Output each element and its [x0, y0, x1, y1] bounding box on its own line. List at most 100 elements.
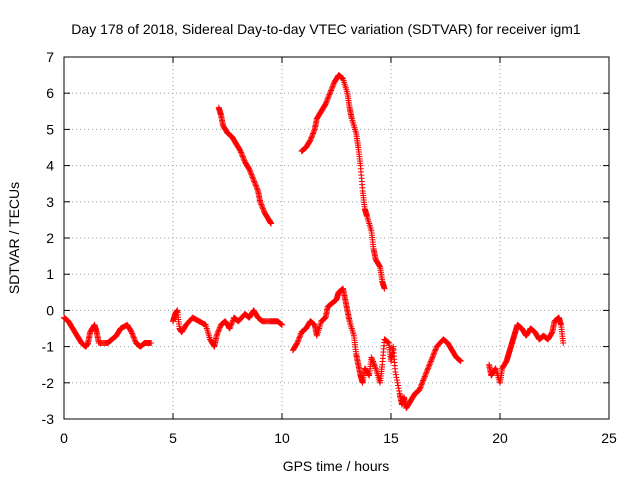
data-point — [148, 339, 155, 346]
data-point — [215, 327, 222, 334]
data-point — [418, 381, 425, 388]
data-point — [259, 205, 266, 212]
data-point — [427, 358, 434, 365]
data-point — [297, 331, 304, 338]
data-point — [381, 285, 388, 292]
data-point — [329, 83, 336, 90]
data-point — [330, 82, 337, 89]
data-point — [250, 177, 257, 184]
data-point — [246, 166, 253, 173]
y-axis-label: SDTVAR / TECUs — [6, 182, 22, 294]
data-point — [311, 127, 318, 134]
data-point — [427, 359, 434, 366]
data-point — [254, 186, 261, 193]
data-point — [307, 137, 314, 144]
data-point — [130, 333, 137, 340]
data-point — [323, 99, 330, 106]
data-point — [393, 377, 400, 384]
data-point — [260, 206, 267, 213]
data-point — [252, 182, 259, 189]
y-tick-label: 5 — [46, 121, 54, 137]
data-point — [416, 387, 423, 394]
data-point — [213, 332, 220, 339]
data-point — [429, 354, 436, 361]
data-point — [216, 324, 223, 331]
data-point — [423, 368, 430, 375]
data-point — [393, 374, 400, 381]
y-tick-label: 6 — [46, 85, 54, 101]
data-point — [239, 152, 246, 159]
y-tick-label: 1 — [46, 266, 54, 282]
data-point — [419, 378, 426, 385]
data-point — [229, 318, 236, 325]
data-point — [227, 324, 234, 331]
data-point — [129, 331, 136, 338]
x-tick-label: 20 — [492, 430, 508, 446]
data-point — [250, 175, 257, 182]
data-point — [420, 377, 427, 384]
data-point — [310, 129, 317, 136]
x-tick-label: 15 — [383, 430, 399, 446]
data-point — [307, 135, 314, 142]
data-point — [131, 335, 138, 342]
data-point — [432, 346, 439, 353]
data-point — [248, 171, 255, 178]
series-seg4 — [298, 72, 388, 292]
x-tick-label: 5 — [169, 430, 177, 446]
y-tick-label: -1 — [42, 339, 55, 355]
data-point — [431, 349, 438, 356]
data-point — [252, 181, 259, 188]
data-point — [419, 380, 426, 387]
data-point — [421, 374, 428, 381]
data-point — [215, 328, 222, 335]
x-tick-label: 25 — [601, 430, 617, 446]
data-point — [296, 333, 303, 340]
data-point — [424, 366, 431, 373]
data-point — [376, 263, 383, 270]
data-point — [226, 325, 233, 332]
data-point — [423, 369, 430, 376]
data-point — [395, 382, 402, 389]
data-point — [428, 357, 435, 364]
data-point — [392, 371, 399, 378]
grid — [64, 57, 609, 419]
data-point — [227, 322, 234, 329]
data-point — [322, 101, 329, 108]
series-seg2 — [170, 307, 285, 350]
data-point — [370, 359, 377, 366]
data-point — [268, 220, 275, 227]
data-point — [394, 379, 401, 386]
data-point — [249, 174, 256, 181]
y-tick-label: -2 — [42, 375, 55, 391]
data-point — [257, 198, 264, 205]
data-point — [258, 202, 265, 209]
data-point — [416, 385, 423, 392]
y-tick-label: 0 — [46, 302, 54, 318]
data-point — [295, 335, 302, 342]
data-point — [309, 131, 316, 138]
data-point — [371, 361, 378, 368]
data-point — [368, 355, 375, 362]
data-point — [431, 350, 438, 357]
x-tick-label: 10 — [274, 430, 290, 446]
data-point — [327, 88, 334, 95]
data-point — [417, 384, 424, 391]
data-point — [253, 183, 260, 190]
data-point — [259, 204, 266, 211]
tick-labels: 0 5 10 15 20 25 -3 -2 -1 0 1 2 3 4 5 6 7 — [42, 49, 617, 446]
data-point — [420, 376, 427, 383]
data-point — [253, 185, 260, 192]
data-point — [372, 363, 379, 370]
data-point — [422, 372, 429, 379]
data-point — [430, 351, 437, 358]
data-point — [422, 370, 429, 377]
data-point — [228, 321, 235, 328]
data-point — [294, 339, 301, 346]
data-point — [128, 329, 135, 336]
data-point — [323, 98, 330, 105]
data-point — [329, 84, 336, 91]
data-point — [295, 337, 302, 344]
data-point — [369, 357, 376, 364]
data-point — [240, 154, 247, 161]
